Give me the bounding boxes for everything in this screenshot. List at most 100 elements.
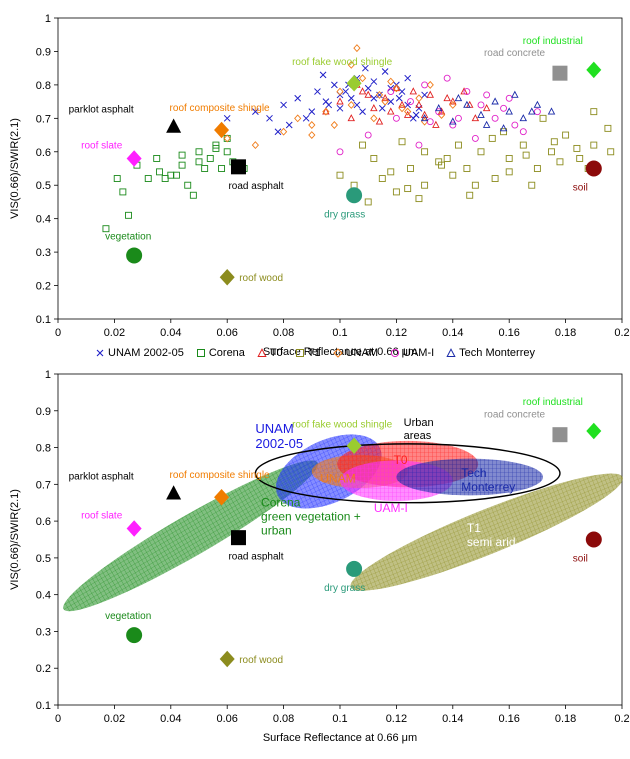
data-point: [607, 148, 615, 156]
y-tick-label: 0.2: [36, 663, 51, 675]
data-point: [376, 91, 383, 99]
data-point: [364, 131, 372, 139]
data-point: [483, 91, 491, 99]
region-label-corena-green-vegetation-urban: Corena: [261, 495, 301, 509]
y-tick-label: 0.5: [36, 553, 51, 565]
data-point: [370, 114, 378, 123]
data-point: [294, 114, 302, 123]
data-point: [370, 78, 378, 85]
data-point: [421, 81, 429, 89]
y-tick-label: 1: [45, 369, 51, 381]
data-point: [375, 90, 384, 99]
data-point: [144, 175, 152, 182]
data-point: [308, 131, 316, 140]
data-point: [172, 171, 180, 179]
data-point: [336, 148, 344, 156]
data-point: [178, 151, 186, 159]
data-point: [443, 155, 451, 162]
data-point: [178, 161, 186, 169]
data-point: [392, 83, 401, 92]
legend-item-uam-i: UAM-I: [390, 347, 434, 359]
y-tick-label: 0.9: [36, 406, 51, 418]
data-point: [407, 165, 414, 172]
legend-label: UNAM 2002-05: [108, 347, 184, 359]
legend-marker: [295, 349, 304, 357]
region-label-t1-semi-arid: semi arid: [467, 535, 516, 549]
data-point: [412, 111, 420, 119]
legend-symbol: [446, 348, 456, 357]
y-axis-label: VIS(0.66)/SWIR(2.1): [9, 118, 21, 219]
data-point: [491, 97, 499, 105]
data-point: [420, 114, 429, 122]
data-point: [463, 100, 471, 108]
data-point: [381, 94, 389, 102]
data-point: [415, 100, 423, 108]
x-tick-label: 0.1: [332, 327, 347, 339]
data-point: [528, 181, 536, 189]
y-tick-label: 0.6: [36, 147, 51, 159]
legend-label: T0: [269, 347, 283, 359]
data-point: [189, 191, 197, 199]
x-tick-label: 0.12: [386, 713, 407, 725]
ref-label-road-asphalt: road asphalt: [228, 552, 283, 563]
data-point: [404, 101, 412, 109]
x-tick-label: 0: [55, 713, 61, 725]
data-point: [364, 84, 372, 92]
data-point: [119, 188, 127, 196]
y-tick-label: 0.8: [36, 443, 51, 455]
data-point: [347, 114, 356, 122]
legend-symbol: [390, 348, 400, 358]
ref-point-road-concrete: [552, 427, 568, 443]
data-point: [322, 107, 330, 116]
data-point: [477, 101, 485, 109]
data-point: [500, 128, 508, 136]
data-point: [548, 148, 555, 156]
data-point: [378, 175, 386, 182]
region-label-corena-green-vegetation-urban: green vegetation +: [261, 509, 361, 523]
legend-marker: [196, 349, 205, 357]
legend-marker: [390, 348, 400, 358]
data-point: [336, 171, 344, 179]
x-tick-label: 0.06: [216, 327, 237, 339]
data-point: [359, 108, 366, 115]
chart-panel-1: 0 0.02 0.04 0.06 0.08 0.1 0.12 0.14 0.16 0.18 0.2 0…: [9, 13, 630, 358]
data-point: [325, 101, 333, 109]
x-tick-label: 0.08: [273, 327, 294, 339]
data-point: [590, 108, 598, 116]
data-point: [285, 121, 293, 129]
data-point: [409, 87, 418, 95]
data-point: [342, 88, 349, 95]
data-point: [407, 98, 414, 106]
data-point: [421, 148, 429, 156]
ref-label-parklot-asphalt: parklot asphalt: [69, 105, 134, 116]
data-point: [314, 88, 321, 95]
y-tick-label: 0.3: [36, 247, 51, 259]
data-point: [511, 121, 519, 129]
data-point: [432, 120, 440, 128]
region-label-unam-2002-05: 2002-05: [255, 436, 303, 451]
ref-label-vegetation: vegetation: [105, 231, 151, 242]
ref-label-soil: soil: [573, 183, 588, 194]
ref-label-road-concrete: road concrete: [484, 48, 546, 59]
x-tick-label: 0.2: [614, 327, 629, 339]
data-point: [370, 104, 378, 112]
x-tick-label: 0.02: [104, 327, 125, 339]
data-point: [539, 114, 547, 122]
legend-symbol: [257, 348, 267, 357]
region-label-t1-semi-arid: T1: [467, 521, 481, 535]
data-point: [505, 107, 513, 115]
data-point: [460, 87, 468, 95]
ref-point-parklot-asphalt: [166, 485, 182, 500]
data-point: [252, 108, 259, 115]
x-tick-label: 0.1: [332, 713, 347, 725]
region-urban-areas-outline: [254, 443, 561, 504]
region-label-t0: T0: [394, 453, 408, 467]
ref-label-roof-industrial: roof industrial: [523, 397, 583, 408]
data-point: [347, 100, 355, 109]
series-tech-monterrey: [420, 90, 556, 132]
data-point: [590, 141, 598, 149]
data-point: [359, 141, 367, 149]
y-tick-label: 0.1: [36, 314, 51, 326]
data-point: [454, 141, 462, 149]
data-point: [113, 175, 121, 182]
